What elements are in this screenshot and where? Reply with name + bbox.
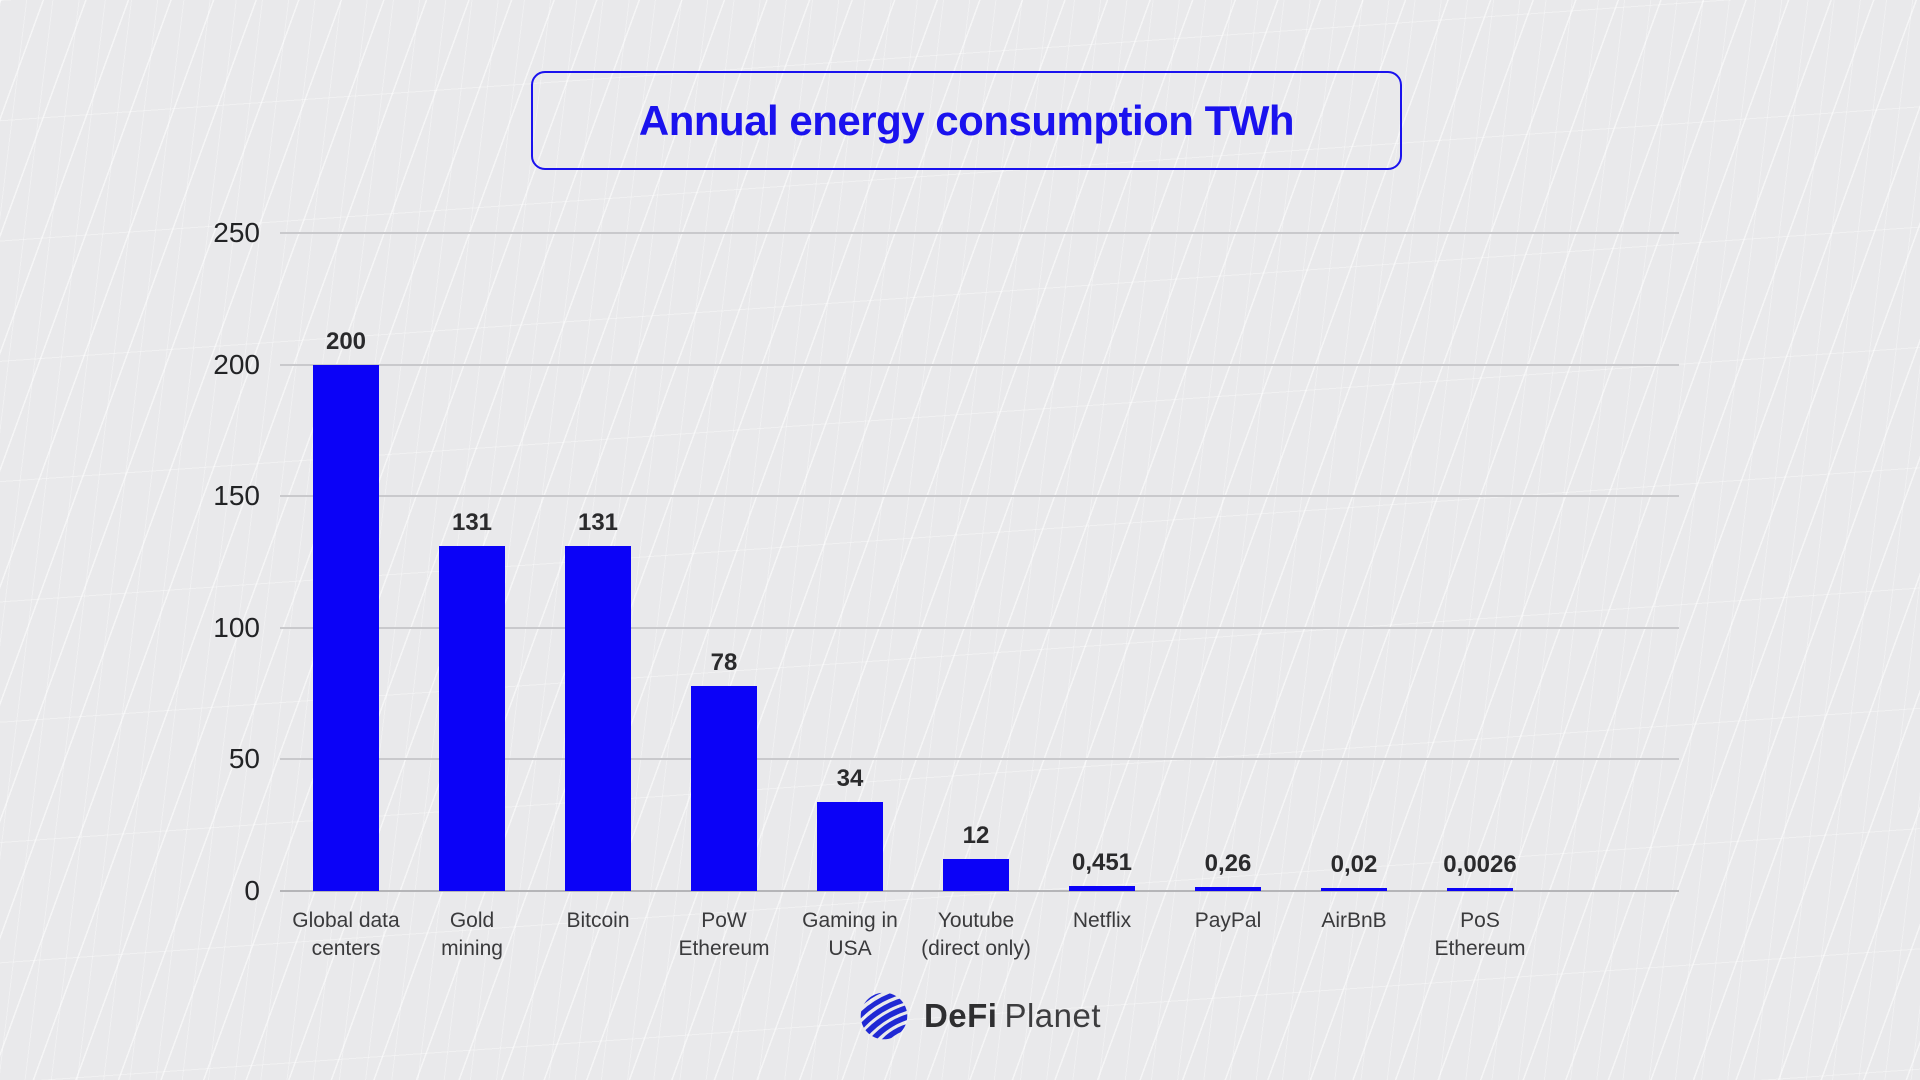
y-tick-label: 150 [213, 480, 260, 512]
bar-value-label: 12 [962, 822, 990, 850]
category-label: PoS Ethereum [1434, 909, 1526, 960]
globe-icon [857, 990, 910, 1042]
brand-name-planet: Planet [1004, 997, 1102, 1034]
gridline [280, 758, 1679, 761]
brand-name: DeFi Planet [924, 997, 1101, 1035]
category-label: AirBnB [1321, 909, 1387, 932]
bar [565, 546, 631, 891]
bar-value-label: 131 [577, 509, 619, 537]
category-label: Youtube (direct only) [921, 909, 1031, 960]
bar-value-label: 131 [451, 509, 493, 537]
y-tick-label: 250 [213, 217, 260, 248]
category-label: Gaming in USA [802, 909, 898, 960]
category-label: PoW Ethereum [678, 909, 770, 960]
gridline [280, 232, 1679, 234]
brand-name-defi: DeFi [923, 997, 998, 1034]
y-tick-label: 50 [228, 743, 260, 775]
y-tick-label: 0 [244, 875, 260, 906]
gridline [280, 626, 1679, 629]
bar-value-label: 34 [836, 764, 864, 792]
y-tick-label: 200 [213, 348, 260, 380]
bar-value-label: 0,0026 [1443, 851, 1517, 879]
bar [1195, 887, 1261, 891]
bar-value-label: 0,02 [1330, 851, 1378, 879]
category-label: Netflix [1072, 909, 1132, 932]
brand-logo: DeFi Planet [280, 984, 1679, 1048]
bar [1321, 888, 1387, 891]
bar [817, 801, 883, 891]
bar [313, 364, 379, 891]
gridline [280, 363, 1679, 366]
x-axis-line [280, 890, 1679, 892]
plot-area: 0 50 100 150 200 250 200 Global data centers 131… [213, 217, 1679, 960]
bar [943, 859, 1009, 891]
bar-value-label: 0,451 [1071, 849, 1133, 877]
bar-value-label: 200 [325, 327, 367, 355]
bar [1069, 886, 1135, 891]
bar [691, 685, 757, 891]
bar [439, 546, 505, 891]
category-label: PayPal [1194, 909, 1262, 932]
bar-value-label: 0,26 [1204, 850, 1252, 878]
chart-title: Annual energy consumption TWh [638, 96, 1295, 144]
category-label: Gold mining [441, 909, 503, 960]
category-label: Bitcoin [566, 909, 630, 932]
category-label: Global data centers [292, 909, 400, 960]
bar-value-label: 78 [710, 648, 738, 676]
y-tick-label: 100 [213, 611, 260, 643]
chart-title-box: Annual energy consumption TWh [531, 71, 1402, 170]
bar [1447, 888, 1513, 891]
gridline [280, 495, 1679, 498]
